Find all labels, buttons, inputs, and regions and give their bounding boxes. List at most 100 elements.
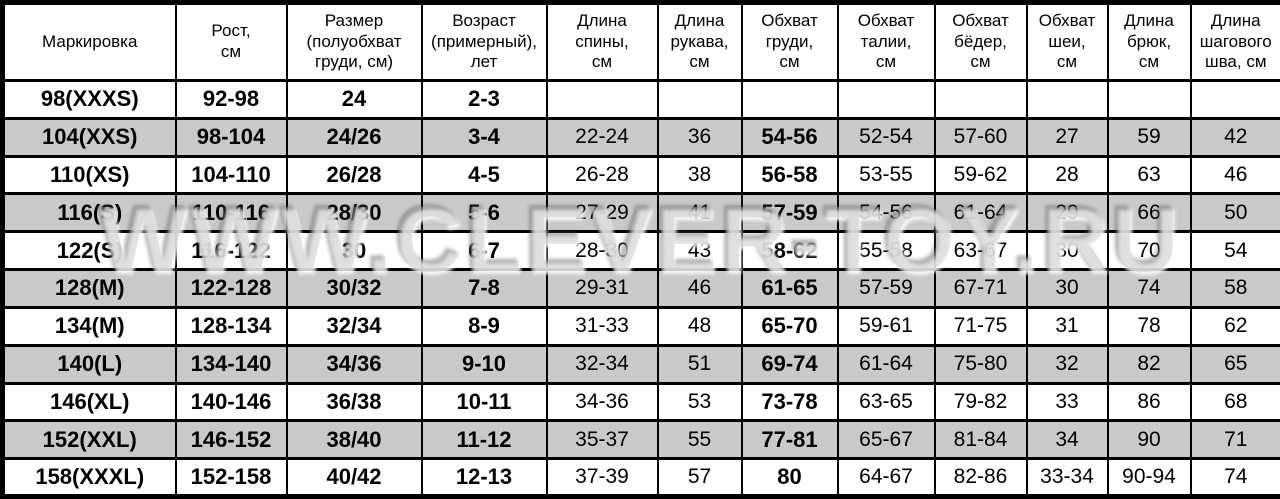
table-cell: 29-31 [545,268,659,309]
table-cell: 90-94 [1106,457,1192,498]
table-cell: 52-54 [836,116,936,158]
table-cell: 28 [1025,154,1109,196]
table-cell: 30 [1025,230,1109,272]
table-cell [933,79,1028,120]
table-cell: 57-60 [933,116,1028,158]
table-cell: 27 [1025,116,1109,158]
column-header: Возраст (примерный), лет [420,1,548,82]
table-cell [656,79,743,120]
table-cell: 6-7 [420,230,548,272]
table-cell: 104-110 [174,154,288,196]
table-cell: 34-36 [545,381,659,423]
table-cell: 53-55 [836,154,936,196]
table-cell: 61-64 [836,343,936,385]
table-cell: 140-146 [174,381,288,423]
table-cell: 61-64 [933,192,1028,234]
table-cell: 55 [656,419,743,461]
table-cell: 158(XXXL) [1,457,177,498]
column-header: Длина спины, см [545,1,659,82]
table-cell: 30 [1025,268,1109,309]
table-cell: 74 [1189,457,1280,498]
table-cell [545,79,659,120]
table-cell: 26/28 [285,154,423,196]
table-body: 98(XXXS) 92-98 24 2-3 104(XXS) 98-104 24/26 3-4… [1,79,1280,498]
table-cell: 104(XXS) [1,116,177,158]
table-row: 140(L) 134-140 34/36 9-10 32-34 51 69-74 61-64 7… [1,343,1280,385]
table-cell: 65 [1189,343,1280,385]
table-cell: 10-11 [420,381,548,423]
table-cell: 63-67 [933,230,1028,272]
table-cell: 57-59 [836,268,936,309]
table-cell: 86 [1106,381,1192,423]
table-cell: 33-34 [1025,457,1109,498]
table-cell: 46 [1189,154,1280,196]
table-cell: 66 [1106,192,1192,234]
table-cell: 116-122 [174,230,288,272]
table-cell: 38 [656,154,743,196]
table-cell: 31-33 [545,305,659,347]
table-cell: 54-56 [740,116,839,158]
table-cell [740,79,839,120]
table-cell: 31 [1025,305,1109,347]
table-cell: 2-3 [420,79,548,120]
table-cell: 152(XXL) [1,419,177,461]
table-cell: 68 [1189,381,1280,423]
table-cell: 92-98 [174,79,288,120]
table-header: Маркировка Рост, см Размер (полуобхват гру… [1,1,1280,82]
table-cell: 33 [1025,381,1109,423]
table-cell: 58-62 [740,230,839,272]
column-header: Длина рукава, см [656,1,743,82]
table-cell: 57 [656,457,743,498]
table-cell: 27-29 [545,192,659,234]
table-cell: 50 [1189,192,1280,234]
column-header: Обхват талии, см [836,1,936,82]
table-cell [1106,79,1192,120]
table-cell: 79-82 [933,381,1028,423]
column-header: Размер (полуобхват груди, см) [285,1,423,82]
table-cell: 34/36 [285,343,423,385]
table-cell: 74 [1106,268,1192,309]
table-cell: 62 [1189,305,1280,347]
table-cell: 22-24 [545,116,659,158]
table-cell: 48 [656,305,743,347]
column-header: Рост, см [174,1,288,82]
table-row: 134(M) 128-134 32/34 8-9 31-33 48 65-70 59-61 71… [1,305,1280,347]
table-cell: 146-152 [174,419,288,461]
table-cell: 54-56 [836,192,936,234]
table-cell: 146(XL) [1,381,177,423]
table-cell: 30 [285,230,423,272]
table-cell: 134(M) [1,305,177,347]
table-cell: 128(M) [1,268,177,309]
table-cell: 9-10 [420,343,548,385]
table-cell: 98(XXXS) [1,79,177,120]
table-cell: 55-58 [836,230,936,272]
table-cell: 53 [656,381,743,423]
table-cell: 26-28 [545,154,659,196]
table-cell: 29 [1025,192,1109,234]
table-cell: 110(XS) [1,154,177,196]
table-cell: 37-39 [545,457,659,498]
table-cell: 36/38 [285,381,423,423]
table-cell: 134-140 [174,343,288,385]
table-cell: 32/34 [285,305,423,347]
table-cell: 63 [1106,154,1192,196]
table-cell: 58 [1189,268,1280,309]
header-row: Маркировка Рост, см Размер (полуобхват гру… [1,1,1280,82]
table-cell: 59 [1106,116,1192,158]
table-cell: 51 [656,343,743,385]
table-cell: 36 [656,116,743,158]
table-cell: 35-37 [545,419,659,461]
table-cell: 4-5 [420,154,548,196]
table-cell: 32-34 [545,343,659,385]
table-cell: 69-74 [740,343,839,385]
table-cell: 75-80 [933,343,1028,385]
table-cell [1025,79,1109,120]
table-row: 116(S) 110-116 28/30 5-6 27-29 41 57-59 54-56 61… [1,192,1280,234]
table-row: 152(XXL) 146-152 38/40 11-12 35-37 55 77-81 65-… [1,419,1280,461]
table-row: 158(XXXL) 152-158 40/42 12-13 37-39 57 80 64-67… [1,457,1280,498]
table-cell: 59-61 [836,305,936,347]
table-row: 104(XXS) 98-104 24/26 3-4 22-24 36 54-56 52-54 5… [1,116,1280,158]
table-cell: 8-9 [420,305,548,347]
table-cell: 42 [1189,116,1280,158]
